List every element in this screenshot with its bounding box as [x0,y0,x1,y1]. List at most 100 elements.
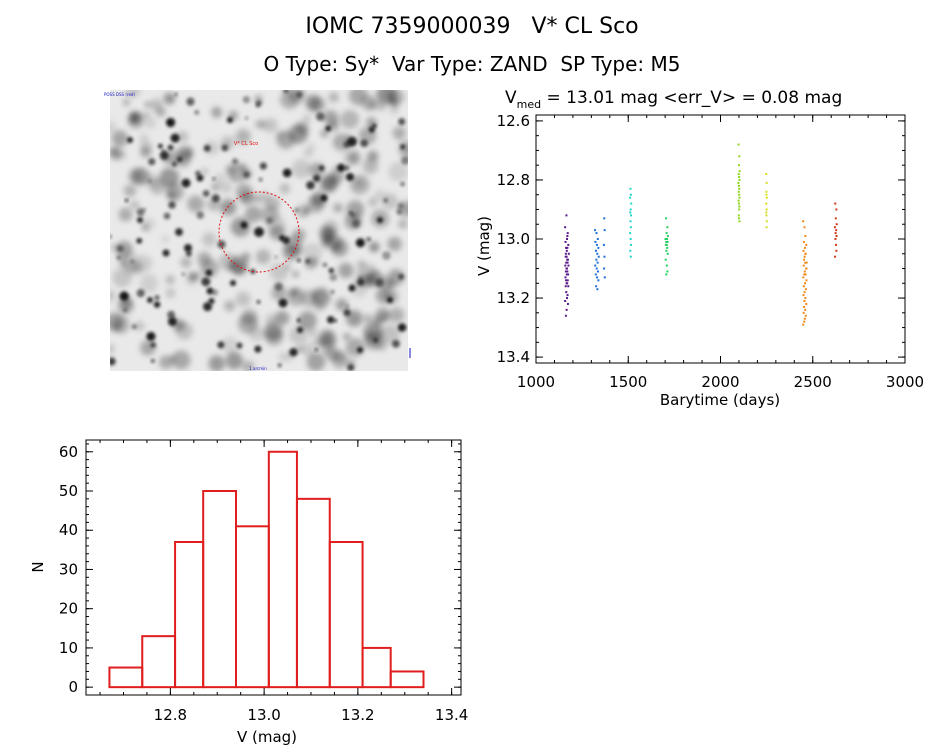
sky-star [400,144,406,150]
lc-data-point [835,235,838,238]
sky-star-field [110,90,408,371]
sky-star [119,291,129,301]
sky-haze [362,158,379,174]
lc-data-point [765,196,768,199]
lc-data-point [565,261,568,264]
lc-data-point [666,226,669,229]
sky-star [397,202,404,209]
sky-haze [219,198,237,216]
lc-data-point [566,235,569,238]
sky-haze [380,324,401,345]
sky-star [201,277,211,287]
lc-data-point [738,196,741,199]
sky-haze [177,130,189,143]
sky-star [159,151,169,160]
sky-star [203,302,213,312]
sky-haze [357,260,365,268]
sky-haze [280,90,299,109]
sky-star [124,198,129,203]
lc-data-point [594,264,597,267]
sky-haze [125,90,140,98]
lc-data-point [595,232,598,235]
sky-haze [187,195,205,213]
sky-haze [388,161,408,182]
lc-data-point [803,320,806,323]
sky-haze [290,288,299,297]
sky-haze [143,111,150,119]
lc-data-point [765,220,768,223]
lc-data-point [765,190,768,193]
lc-data-point [566,282,569,285]
sky-haze [366,99,377,110]
hist-ytick-label: 40 [59,521,78,539]
lc-data-point [765,173,768,176]
lc-data-point [765,202,768,205]
sky-star [283,90,289,94]
sky-haze [193,272,201,280]
lc-data-point [564,314,567,317]
lc-data-point [805,243,808,246]
sky-star [349,211,353,215]
lc-data-point [594,273,597,276]
lc-data-point [566,232,569,235]
sky-haze [169,355,177,363]
lc-data-point [564,264,567,267]
sky-star [347,364,355,371]
sky-star [148,158,156,166]
lc-data-point [805,302,808,305]
sky-haze [372,315,384,327]
lc-data-point [803,270,806,273]
sky-star [322,262,328,268]
sky-star [167,316,177,327]
lc-data-point [805,267,808,270]
sky-star [328,267,335,274]
hist-ytick-label: 10 [59,639,78,657]
sky-star [165,117,176,128]
lc-data-point [565,214,568,217]
sky-star [312,174,321,183]
hist-ytick-label: 30 [59,560,78,578]
sky-star [277,363,282,368]
light-curve-axes: 1000 1500 2000 2500 3000 12.6 12.8 13.0 13.2 13.4 [497,112,925,391]
sky-star [194,109,200,115]
sky-haze [149,98,163,112]
sky-star [351,213,356,218]
lc-data-point [737,143,740,146]
lc-data-point [595,258,598,261]
sky-haze [291,159,312,179]
lc-data-point [567,264,570,267]
sky-haze [255,249,271,265]
histogram-bar [235,525,270,689]
lc-data-point [805,261,808,264]
sky-haze [242,360,255,371]
sky-haze [368,197,378,207]
target-label: V* CL Sco [234,141,258,147]
sky-haze [211,182,220,192]
sky-star [186,250,192,257]
sky-haze [328,92,339,103]
lc-data-point [629,255,632,258]
sky-haze [301,343,315,357]
sky-star [195,170,201,176]
lc-data-point [566,270,569,273]
sky-haze [387,269,405,286]
histogram-bar [174,541,205,689]
sky-bright-star [127,137,133,143]
sky-star [254,345,262,353]
lc-data-point [566,246,569,249]
sky-haze [201,232,217,247]
sky-haze [208,355,226,371]
lc-data-point [803,291,806,294]
sky-haze [389,307,405,323]
sky-haze [165,182,184,202]
lc-data-point [664,258,667,261]
sky-haze [374,189,386,201]
lc-data-point [833,226,836,229]
sky-haze [308,143,315,150]
chart-title: IOMC 7359000039 V* CL Sco [305,14,639,39]
lc-data-point [737,190,740,193]
sky-haze [165,288,176,299]
lc-data-point [566,261,569,264]
sky-bright-star [240,221,248,229]
